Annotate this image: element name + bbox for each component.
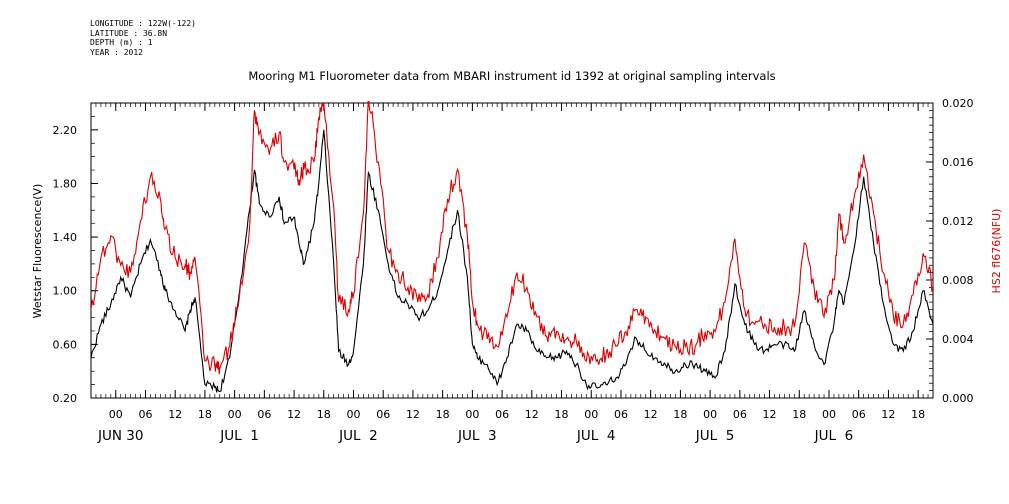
y-axis-label-right: HS2 fl676(NFU): [990, 209, 1003, 294]
longitude-label: LONGITUDE : 122W(-122): [90, 19, 196, 28]
y-left-tick-label: 1.40: [53, 231, 78, 244]
y-right-tick-label: 0.004: [942, 333, 974, 346]
latitude-label: LATITUDE : 36.8N: [90, 28, 168, 38]
x-hour-tick-label: 06: [614, 408, 628, 421]
y-left-tick-label: 2.20: [53, 124, 78, 137]
x-hour-tick-label: 06: [495, 408, 509, 421]
x-hour-tick-label: 00: [347, 408, 361, 421]
x-hour-tick-label: 00: [703, 408, 717, 421]
y-left-minor-ticks: [91, 116, 95, 385]
x-hour-tick-label: 18: [436, 408, 450, 421]
x-hour-tick-label: 06: [852, 408, 866, 421]
x-day-label: JUN 30: [97, 428, 143, 444]
x-hour-tick-label: 12: [168, 408, 182, 421]
x-day-label: JUL 5: [695, 428, 735, 444]
chart-title: Mooring M1 Fluorometer data from MBARI i…: [248, 69, 775, 83]
x-hour-tick-label: 00: [465, 408, 479, 421]
x-hour-tick-label: 00: [109, 408, 123, 421]
x-hour-tick-label: 12: [644, 408, 658, 421]
x-hour-tick-label: 06: [257, 408, 271, 421]
y-right-tick-label: 0.016: [942, 156, 974, 169]
y-left-tick-label: 1.00: [53, 285, 78, 298]
x-hour-tick-label: 12: [881, 408, 895, 421]
x-hour-tick-label: 18: [673, 408, 687, 421]
y-right-minor-ticks: [929, 110, 933, 391]
x-hour-tick-label: 06: [733, 408, 747, 421]
x-day-label: JUL 6: [814, 428, 854, 444]
y-right-tick-label: 0.008: [942, 274, 974, 287]
y-right-tick-label: 0.012: [942, 215, 974, 228]
x-day-label: JUL 4: [576, 428, 616, 444]
x-hour-tick-label: 12: [525, 408, 539, 421]
x-hour-tick-label: 18: [317, 408, 331, 421]
metadata-block: LONGITUDE : 122W(-122) LATITUDE : 36.8N …: [90, 19, 196, 57]
x-day-label: JUL 3: [457, 428, 497, 444]
depth-label: DEPTH (m) : 1: [90, 38, 153, 47]
x-hour-tick-label: 18: [792, 408, 806, 421]
y-right-tick-label: 0.000: [942, 392, 974, 405]
x-hour-tick-label: 12: [406, 408, 420, 421]
x-hour-tick-label: 18: [911, 408, 925, 421]
x-day-label: JUL 2: [338, 428, 378, 444]
x-hour-tick-label: 18: [198, 408, 212, 421]
x-day-label: JUL 1: [219, 428, 259, 444]
series-line-hs2: [91, 101, 933, 375]
y-left-tick-label: 0.60: [53, 338, 78, 351]
x-hour-tick-label: 00: [228, 408, 242, 421]
x-hour-tick-label: 00: [584, 408, 598, 421]
y-axis-label-left: Wetstar Fluorescence(V): [31, 184, 44, 319]
x-hour-tick-label: 18: [555, 408, 569, 421]
series-line-wetstar: [91, 129, 933, 393]
year-label: YEAR : 2012: [90, 47, 143, 57]
y-right-tick-label: 0.020: [942, 97, 974, 110]
x-hour-tick-label: 12: [763, 408, 777, 421]
x-hour-tick-label: 06: [376, 408, 390, 421]
x-hour-tick-label: 00: [822, 408, 836, 421]
y-left-tick-label: 0.20: [53, 392, 78, 405]
y-left-tick-label: 1.80: [53, 177, 78, 190]
x-hour-tick-label: 12: [287, 408, 301, 421]
x-hour-tick-label: 06: [138, 408, 152, 421]
